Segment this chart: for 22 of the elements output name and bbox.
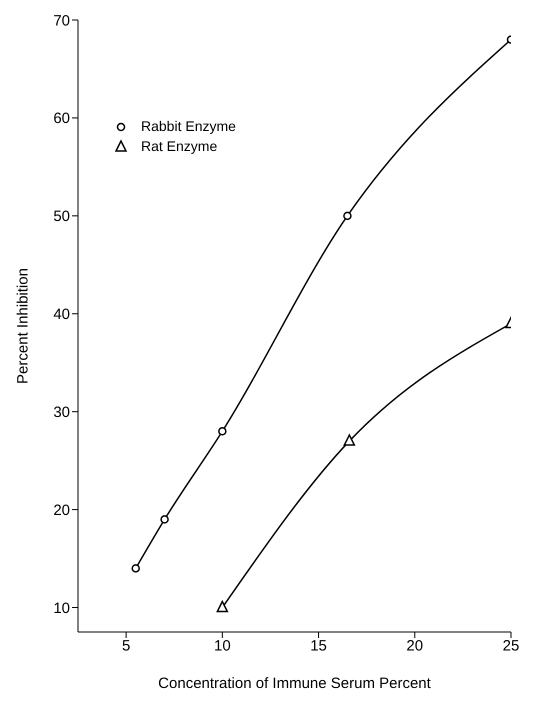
x-tick-label: 20 (406, 638, 424, 655)
x-axis-title: Concentration of Immune Serum Percent (158, 675, 432, 692)
y-axis-title: Percent Inhibition (14, 268, 32, 384)
x-tick-label: 15 (310, 638, 327, 655)
x-tick-label: 10 (214, 638, 231, 655)
point (216, 600, 228, 612)
point (344, 434, 356, 446)
y-tick-label: 50 (53, 208, 70, 226)
x-tick-label: 25 (502, 638, 520, 655)
x-tick-label: 5 (122, 638, 130, 655)
point (131, 564, 140, 573)
point (160, 515, 169, 524)
y-tick-label: 10 (53, 600, 70, 617)
legend-label: Rat Enzyme (141, 138, 218, 154)
y-tick-label: 70 (53, 12, 70, 30)
y-tick-label: 20 (53, 502, 70, 519)
point (218, 427, 227, 436)
y-tick-label: 40 (53, 306, 70, 324)
legend-label: Rabbit Enzyme (141, 118, 236, 134)
y-tick-label: 30 (53, 404, 70, 422)
y-tick-label: 60 (53, 110, 70, 128)
point (343, 212, 352, 220)
